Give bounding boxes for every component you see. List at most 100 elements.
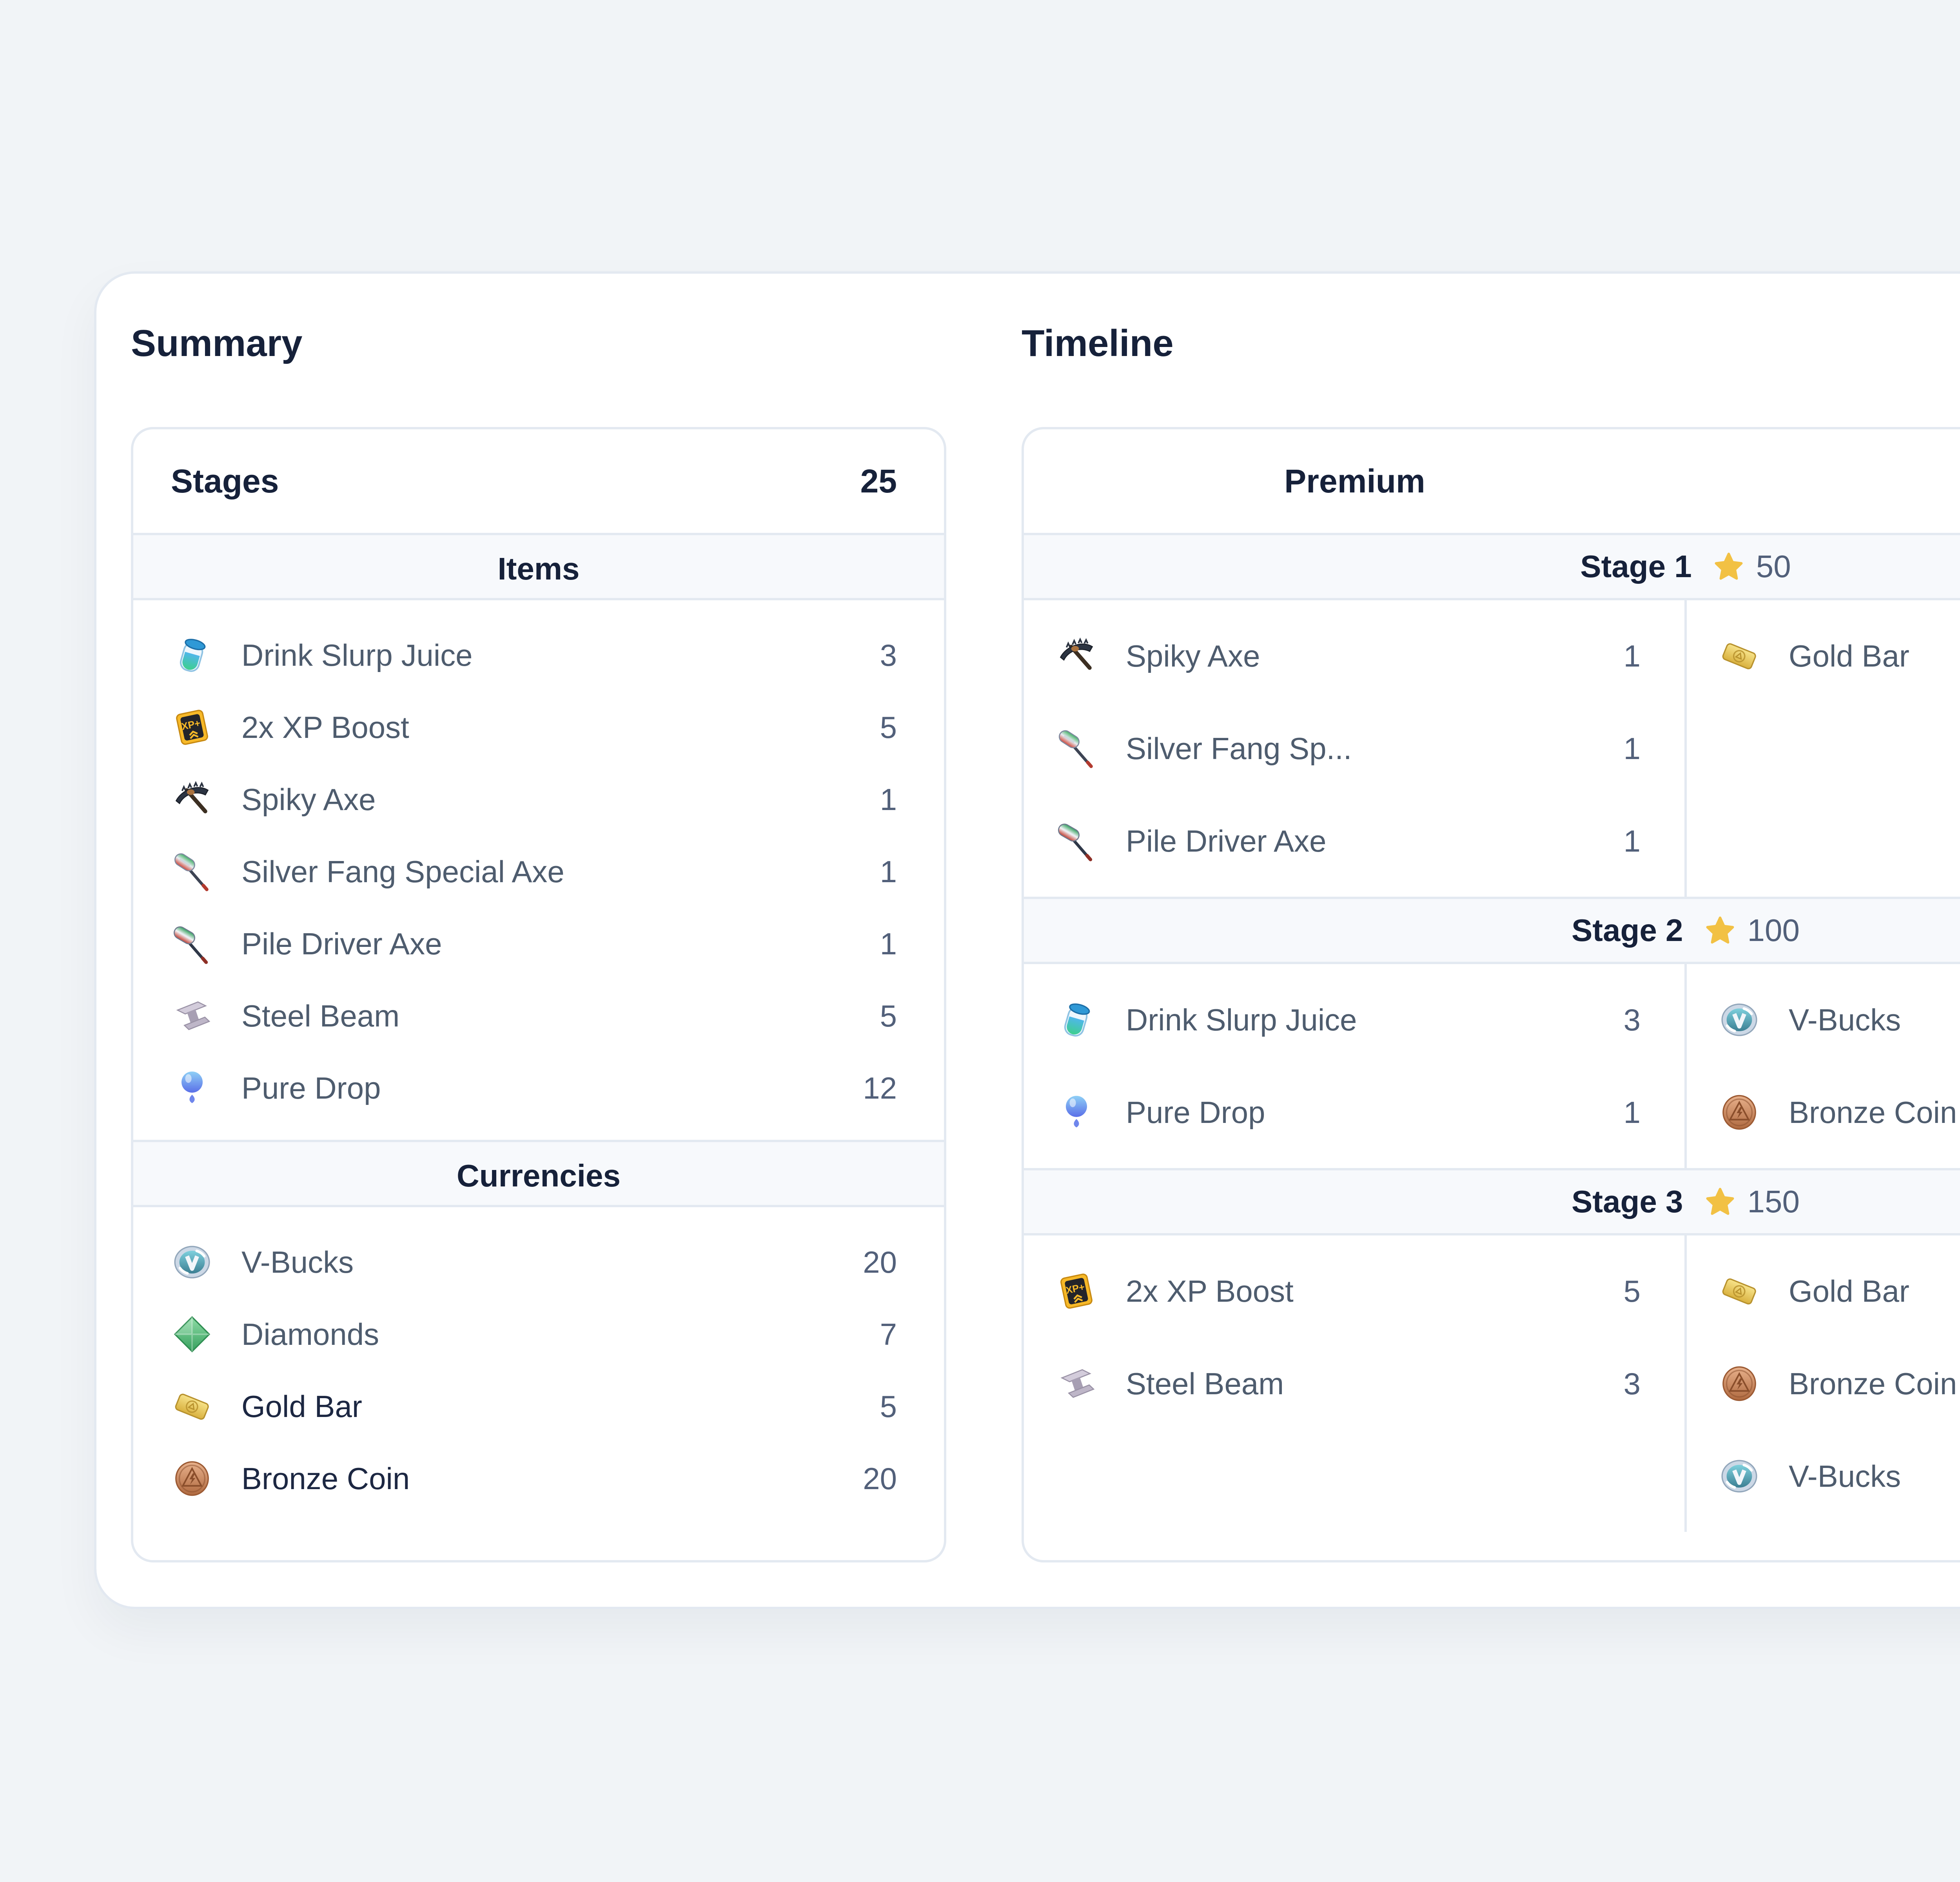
reward-label: 2x XP Boost	[1126, 1273, 1294, 1308]
reward-count: 1	[1623, 731, 1641, 766]
reward-count: 1	[1623, 638, 1641, 673]
stage-1-label: Stage 1	[1580, 549, 1692, 584]
currency-label: V-Bucks	[241, 1244, 354, 1279]
reward-count: 1	[1623, 1095, 1641, 1130]
stages-row: Stages 25	[133, 429, 944, 533]
reward-label: Steel Beam	[1126, 1366, 1284, 1401]
stage-1-free-column: Gold Bar 1	[1687, 600, 1960, 897]
currency-count: 20	[863, 1244, 897, 1279]
reward-row: Spiky Axe 1	[1024, 610, 1684, 702]
pure-drop-icon	[171, 1067, 213, 1109]
reward-count: 5	[1623, 1273, 1641, 1308]
timeline-section: Timeline Premium Free Stage 1 50	[1022, 274, 1960, 1607]
stage-3-star-cost: 150	[1747, 1184, 1800, 1219]
summary-item-row: Spiky Axe 1	[133, 763, 944, 836]
currency-label: Diamonds	[241, 1317, 379, 1352]
item-label: Pure Drop	[241, 1070, 381, 1105]
reward-label: Drink Slurp Juice	[1126, 1002, 1357, 1037]
currencies-list: V-Bucks 20 Diamonds 7 Gold Bar	[133, 1207, 944, 1530]
reward-label: Bronze Coin	[1789, 1095, 1957, 1130]
stage-1-star-cost: 50	[1756, 549, 1791, 584]
stage-1-premium-column: Spiky Axe 1 Silver Fang Sp... 1	[1024, 600, 1687, 897]
item-count: 1	[880, 926, 897, 961]
v-bucks-icon	[1718, 999, 1760, 1041]
summary-title: Summary	[131, 322, 303, 364]
star-icon	[1705, 1187, 1735, 1217]
pile-driver-axe-icon	[1055, 820, 1098, 862]
reward-row: Pure Drop 1	[1024, 1066, 1684, 1159]
spiky-axe-icon	[171, 778, 213, 821]
item-label: Spiky Axe	[241, 782, 376, 817]
item-label: Silver Fang Special Axe	[241, 854, 564, 889]
item-label: Steel Beam	[241, 998, 400, 1033]
stage-2-star-cost: 100	[1747, 913, 1800, 948]
summary-table: Stages 25 Items Drink Slurp Juice 3	[131, 427, 946, 1563]
reward-label: Silver Fang Sp...	[1126, 731, 1352, 766]
item-count: 1	[880, 854, 897, 889]
gold-bar-icon	[1718, 1270, 1760, 1312]
timeline-table: Premium Free Stage 1 50 Spiky	[1022, 427, 1960, 1563]
currency-label: Bronze Coin	[241, 1461, 410, 1496]
item-label: Pile Driver Axe	[241, 926, 442, 961]
spiky-axe-icon	[1055, 635, 1098, 677]
reward-row: V-Bucks 5	[1687, 974, 1960, 1066]
stages-label: Stages	[171, 462, 279, 500]
item-count: 12	[863, 1070, 897, 1105]
bronze-coin-icon	[1718, 1362, 1760, 1405]
item-count: 1	[880, 782, 897, 817]
summary-item-row: Pile Driver Axe 1	[133, 908, 944, 980]
reward-count: 3	[1623, 1366, 1641, 1401]
reward-row: Pile Driver Axe 1	[1024, 795, 1684, 887]
items-header: Items	[133, 533, 944, 601]
summary-item-row: Drink Slurp Juice 3	[133, 619, 944, 691]
item-count: 5	[880, 998, 897, 1033]
currencies-header: Currencies	[133, 1140, 944, 1208]
stages-value: 25	[860, 462, 897, 500]
reward-row: Silver Fang Sp... 1	[1024, 702, 1684, 795]
star-icon	[1705, 916, 1735, 945]
stage-2-label: Stage 2	[1571, 913, 1683, 948]
item-label: Drink Slurp Juice	[241, 638, 473, 672]
reward-label: Spiky Axe	[1126, 638, 1260, 673]
currency-count: 7	[880, 1317, 897, 1352]
reward-label: Pure Drop	[1126, 1095, 1265, 1130]
free-track-header: Free	[1686, 462, 1960, 500]
stage-2-premium-column: Drink Slurp Juice 3 Pure Drop 1	[1024, 964, 1687, 1168]
reward-label: Pile Driver Axe	[1126, 823, 1327, 858]
reward-count: 1	[1623, 823, 1641, 858]
track-header-row: Premium Free	[1024, 429, 1960, 533]
stage-3-free-column: Gold Bar 1 Bronze Coin 5	[1687, 1235, 1960, 1532]
xp-boost-icon	[171, 706, 213, 748]
reward-row: Gold Bar 1	[1687, 1245, 1960, 1337]
bronze-coin-icon	[171, 1457, 213, 1500]
reward-row: V-Bucks 10	[1687, 1430, 1960, 1522]
summary-item-row: 2x XP Boost 5	[133, 691, 944, 763]
currency-count: 20	[863, 1461, 897, 1496]
reward-row: Gold Bar 1	[1687, 610, 1960, 702]
reward-label: Gold Bar	[1789, 1273, 1909, 1308]
bronze-coin-icon	[1718, 1091, 1760, 1134]
reward-label: Gold Bar	[1789, 638, 1909, 673]
currency-row: Gold Bar 5	[133, 1370, 944, 1442]
v-bucks-icon	[171, 1241, 213, 1283]
reward-row: Drink Slurp Juice 3	[1024, 974, 1684, 1066]
reward-label: V-Bucks	[1789, 1002, 1901, 1037]
reward-count: 3	[1623, 1002, 1641, 1037]
stage-2-rewards: Drink Slurp Juice 3 Pure Drop 1	[1024, 964, 1960, 1168]
stage-2-free-column: V-Bucks 5 Bronze Coin 5	[1687, 964, 1960, 1168]
pure-drop-icon	[1055, 1091, 1098, 1134]
item-count: 3	[880, 638, 897, 672]
reward-row: Bronze Coin 5	[1687, 1066, 1960, 1159]
steel-beam-icon	[1055, 1362, 1098, 1405]
summary-section: Summary Stages 25 Items Drink Slurp Juic…	[131, 274, 946, 1607]
stage-2-header: Stage 2 100	[1024, 897, 1960, 965]
star-icon	[1714, 552, 1744, 581]
reward-label: Bronze Coin	[1789, 1366, 1957, 1401]
silver-fang-axe-icon	[1055, 727, 1098, 770]
stage-3-premium-column: 2x XP Boost 5 Steel Beam 3	[1024, 1235, 1687, 1532]
silver-fang-axe-icon	[171, 850, 213, 893]
currency-count: 5	[880, 1389, 897, 1424]
stage-3-label: Stage 3	[1571, 1184, 1683, 1219]
diamond-icon	[171, 1313, 213, 1355]
